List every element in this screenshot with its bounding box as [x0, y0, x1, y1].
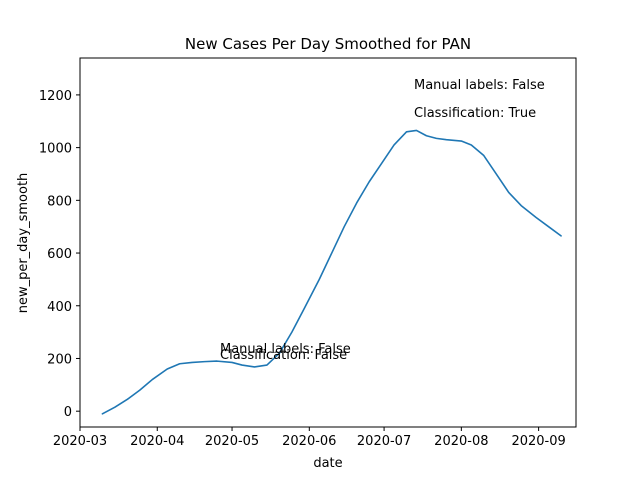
annotation-lower-manual-labels: Manual labels: False [220, 342, 351, 357]
x-axis-ticks: 2020-03 2020-04 2020-05 2020-06 2020-07 2020-… [53, 427, 566, 449]
x-tick-label: 2020-07 [357, 434, 411, 449]
plot-area [80, 58, 576, 427]
y-axis-label: new_per_day_smooth [16, 173, 31, 314]
series-line-0 [101, 129, 562, 415]
y-tick-label: 1200 [39, 89, 72, 104]
chart-title: New Cases Per Day Smoothed for PAN [185, 35, 471, 53]
y-axis-ticks: 0 200 400 600 800 1000 1200 [39, 89, 80, 420]
annotation-upper-classification: Classification: True [414, 106, 536, 121]
x-axis-label: date [313, 456, 342, 471]
y-tick-label: 400 [47, 300, 72, 315]
x-tick-label: 2020-08 [434, 434, 488, 449]
y-tick-label: 0 [64, 405, 72, 420]
plot-frame [79, 57, 577, 428]
x-tick-label: 2020-06 [282, 434, 336, 449]
annotation-upper-manual-labels: Manual labels: False [414, 78, 545, 93]
chart-marks [101, 129, 562, 415]
x-tick-label: 2020-05 [205, 434, 259, 449]
y-tick-label: 200 [47, 352, 72, 367]
annotation-lower-classification: Classification: False [220, 348, 347, 363]
x-tick-label: 2020-04 [130, 434, 184, 449]
x-tick-label: 2020-03 [53, 434, 107, 449]
y-tick-label: 600 [47, 247, 72, 262]
y-tick-label: 800 [47, 194, 72, 209]
y-tick-label: 1000 [39, 142, 72, 157]
x-tick-label: 2020-09 [511, 434, 565, 449]
